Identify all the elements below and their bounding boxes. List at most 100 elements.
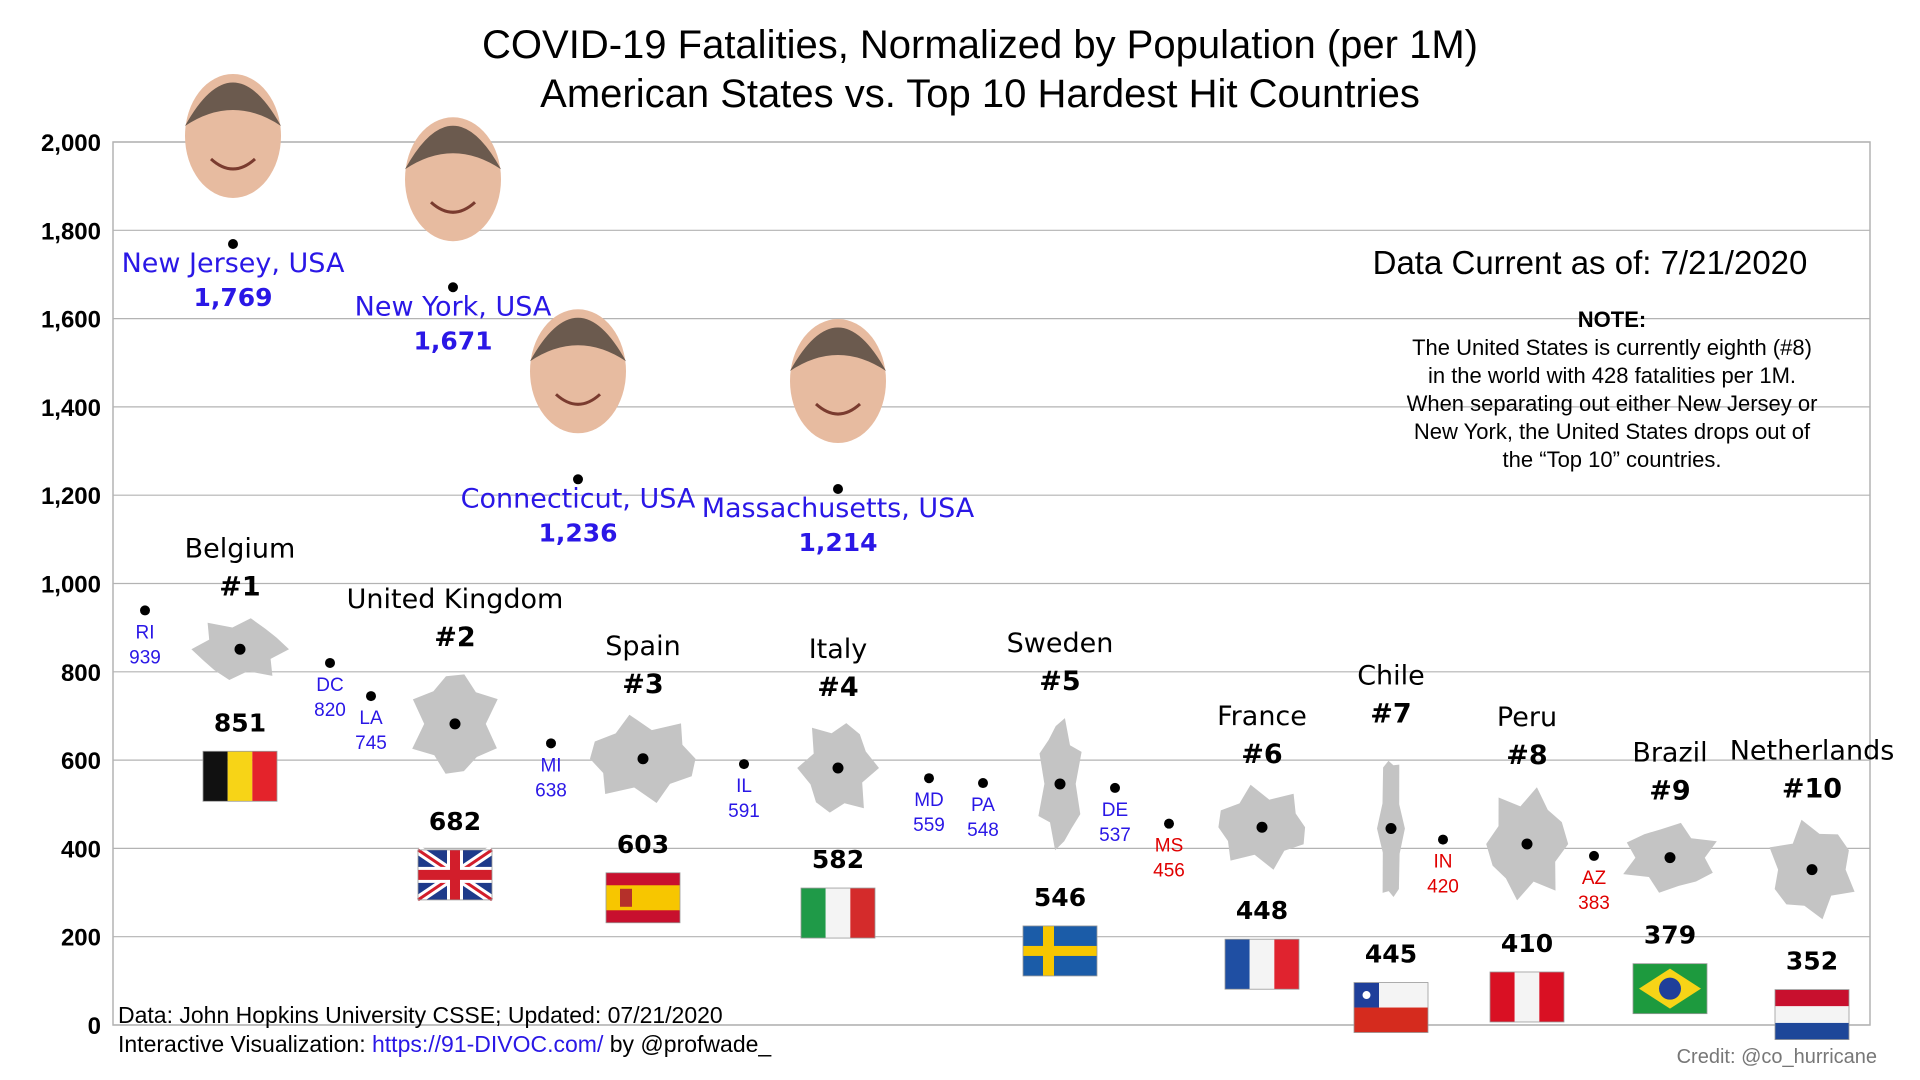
country-name-label: Belgium bbox=[185, 533, 296, 564]
flag-stripe bbox=[252, 751, 277, 802]
state-value-label: 559 bbox=[913, 815, 945, 836]
state-value-label: 939 bbox=[129, 647, 161, 668]
state-ms: MS 456 bbox=[1153, 818, 1185, 882]
country-value-label: 352 bbox=[1786, 947, 1838, 976]
y-tick-label: 1,600 bbox=[41, 307, 101, 334]
flag-stripe bbox=[825, 888, 851, 939]
state-md: MD 559 bbox=[913, 773, 945, 836]
flag-stripe bbox=[620, 888, 632, 907]
flag-stripe bbox=[418, 869, 492, 880]
flag-stripe bbox=[227, 751, 253, 802]
y-tick-label: 800 bbox=[61, 660, 101, 687]
state-name-label: MS bbox=[1155, 836, 1184, 857]
portrait-smile bbox=[209, 157, 257, 171]
state-data-point bbox=[448, 282, 458, 293]
country-name-label: Netherlands bbox=[1730, 736, 1895, 767]
country-value-label: 603 bbox=[617, 830, 669, 859]
flag-france bbox=[1224, 938, 1300, 990]
y-tick-label: 1,800 bbox=[41, 218, 101, 245]
state-value-label: 1,671 bbox=[413, 326, 492, 355]
country-data-point bbox=[637, 753, 649, 765]
country-name-label: Peru bbox=[1497, 702, 1557, 733]
state-massachusetts-usa: Massachusetts, USA 1,214 bbox=[702, 319, 975, 557]
country-rank-label: #1 bbox=[219, 571, 260, 602]
state-name-label: MI bbox=[540, 755, 561, 776]
small-state-markers: RI 939 DC 820 LA 745 MI 638 IL 591 MD 559 PA 548 DE 537… bbox=[129, 605, 1610, 914]
flag-border bbox=[1774, 989, 1850, 1040]
flag-stripe bbox=[1274, 939, 1299, 990]
state-name-label: Connecticut, USA bbox=[461, 483, 696, 514]
state-az: AZ 383 bbox=[1578, 850, 1610, 914]
y-tick-label: 1,400 bbox=[41, 395, 101, 422]
flag-chile bbox=[1353, 982, 1429, 1033]
state-connecticut-usa: Connecticut, USA 1,236 bbox=[461, 309, 696, 547]
state-value-label: 537 bbox=[1099, 825, 1131, 846]
state-dc: DC 820 bbox=[314, 657, 346, 721]
flag-stripe bbox=[1775, 1006, 1849, 1023]
country-value-label: 546 bbox=[1034, 883, 1086, 912]
country-value-label: 448 bbox=[1236, 896, 1288, 925]
state-data-point bbox=[573, 474, 583, 485]
state-data-point bbox=[546, 738, 556, 749]
flag-belgium bbox=[202, 750, 278, 802]
flag-stripe bbox=[1490, 971, 1515, 1022]
flag-stripe bbox=[1354, 1007, 1428, 1033]
country-rank-label: #7 bbox=[1370, 699, 1411, 730]
flag-border bbox=[202, 750, 278, 802]
footer-viz-suffix: by @profwade_ bbox=[603, 1031, 772, 1057]
state-name-label: PA bbox=[971, 795, 995, 816]
y-tick-label: 600 bbox=[61, 748, 101, 775]
country-italy: Italy #4 582 bbox=[797, 634, 879, 939]
state-la: LA 745 bbox=[355, 691, 387, 754]
flag-border bbox=[1224, 938, 1300, 990]
flag-border bbox=[1632, 963, 1708, 1015]
flag-stripe bbox=[203, 751, 228, 802]
country-value-label: 682 bbox=[429, 807, 481, 836]
portrait-hair bbox=[185, 82, 281, 126]
chart-title: COVID-19 Fatalities, Normalized by Popul… bbox=[482, 23, 1478, 67]
footer-viz-link[interactable]: https://91-DIVOC.com/ bbox=[372, 1031, 604, 1057]
state-data-point bbox=[1110, 782, 1120, 793]
state-mi: MI 638 bbox=[535, 738, 567, 801]
flag-stripe bbox=[850, 888, 875, 939]
country-name-label: United Kingdom bbox=[347, 584, 564, 615]
country-peru: Peru #8 410 bbox=[1486, 702, 1569, 1023]
state-value-label: 456 bbox=[1153, 861, 1185, 882]
state-name-label: AZ bbox=[1582, 868, 1607, 889]
state-data-point bbox=[325, 657, 335, 668]
country-rank-label: #9 bbox=[1649, 776, 1690, 807]
y-tick-label: 200 bbox=[61, 925, 101, 952]
country-netherlands: Netherlands #10 352 bbox=[1730, 736, 1895, 1040]
portrait-smile bbox=[429, 201, 477, 214]
flag-star bbox=[1362, 991, 1371, 1000]
state-value-label: 1,214 bbox=[798, 528, 877, 557]
note-line-1: The United States is currently eighth (#… bbox=[1412, 335, 1812, 360]
state-data-point bbox=[1438, 834, 1448, 845]
country-name-label: Brazil bbox=[1632, 738, 1707, 769]
country-data-point bbox=[1256, 821, 1268, 833]
portrait-hair bbox=[405, 125, 501, 170]
country-rank-label: #8 bbox=[1506, 740, 1547, 771]
state-value-label: 745 bbox=[355, 733, 387, 754]
flag-border bbox=[800, 887, 876, 939]
country-rank-label: #5 bbox=[1039, 666, 1080, 697]
chart-subtitle: American States vs. Top 10 Hardest Hit C… bbox=[540, 72, 1420, 116]
country-france: France #6 448 bbox=[1217, 701, 1307, 990]
state-in: IN 420 bbox=[1427, 834, 1459, 898]
state-data-point bbox=[978, 778, 988, 789]
flag-border bbox=[605, 872, 681, 924]
state-name-label: DC bbox=[316, 675, 343, 696]
flag-stripe bbox=[1775, 989, 1849, 1007]
flag-border bbox=[1353, 982, 1429, 1033]
state-value-label: 1,769 bbox=[193, 283, 272, 312]
note-heading: NOTE: bbox=[1578, 307, 1646, 332]
flag-stripe bbox=[1539, 971, 1564, 1022]
country-rank-label: #4 bbox=[817, 672, 858, 703]
country-value-label: 445 bbox=[1365, 940, 1417, 969]
country-name-label: France bbox=[1217, 701, 1307, 732]
state-value-label: 820 bbox=[314, 700, 346, 721]
state-name-label: IL bbox=[736, 776, 752, 797]
country-name-label: Spain bbox=[605, 631, 680, 662]
state-name-label: New Jersey, USA bbox=[122, 248, 345, 279]
country-belgium: Belgium #1 851 bbox=[185, 533, 296, 802]
